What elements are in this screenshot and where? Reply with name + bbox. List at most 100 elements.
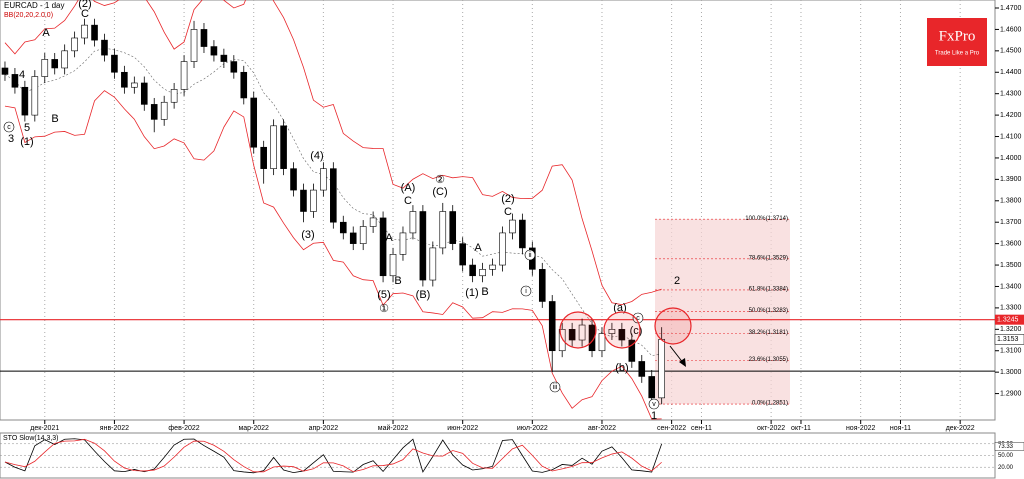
fibonacci-label: 38.2%(1.3181) <box>749 330 788 336</box>
candle-body <box>240 71 248 99</box>
wave-label: iii <box>553 384 558 391</box>
wave-label: c <box>7 124 11 131</box>
oscillator-value-tag <box>994 442 1024 451</box>
y-tick-label: 1.3000 <box>1000 369 1022 376</box>
y-tick-label: 1.4600 <box>1000 26 1022 33</box>
logo-brand: FxPro <box>939 28 976 44</box>
wave-label: (1) <box>20 136 33 148</box>
fibonacci-label: 50.0%(1.3283) <box>749 308 788 314</box>
y-tick-label: 1.4300 <box>1000 91 1022 98</box>
wave-label: C <box>81 8 89 20</box>
candle-body <box>598 333 606 352</box>
highlight-circle <box>559 311 597 349</box>
wave-circle <box>3 121 15 133</box>
candle-body <box>548 301 556 352</box>
candle-body <box>509 219 516 234</box>
wave-circle <box>524 249 536 261</box>
last-price-label: 1.3153 <box>997 336 1019 343</box>
y-tick-label: 1.3500 <box>1000 262 1022 269</box>
candle-body <box>608 329 616 334</box>
chart-title: EURCAD - 1 day <box>4 1 64 10</box>
candle-body <box>499 232 506 266</box>
candle-body <box>71 37 78 52</box>
candle-body <box>290 168 297 191</box>
wave-label: (3) <box>301 229 314 241</box>
wave-label: i <box>525 288 527 295</box>
bollinger-upper <box>4 0 662 306</box>
wave-label: (4) <box>310 150 323 162</box>
candle-body <box>489 264 496 270</box>
y-tick-label: 1.4200 <box>1000 112 1022 119</box>
resistance-label: 1.3245 <box>997 317 1019 324</box>
candle-body <box>91 24 98 41</box>
y-tick-label: 1.2900 <box>1000 390 1022 397</box>
candle-body <box>578 324 586 341</box>
candle-body <box>1 67 9 75</box>
x-tick-label: фев-2022 <box>168 425 199 432</box>
x-tick-label: мар-2022 <box>238 425 269 432</box>
oscillator-tick-label: 20.00 <box>998 465 1014 471</box>
resistance-tag <box>995 314 1024 325</box>
candle-body <box>538 269 546 302</box>
wave-label: 4 <box>19 69 25 81</box>
candle-body <box>101 39 108 56</box>
stochastic-k <box>4 438 663 474</box>
stochastic-d <box>4 438 662 473</box>
candle-body <box>449 211 457 244</box>
candle-body <box>409 211 417 234</box>
candle-body <box>150 104 158 120</box>
y-tick-label: 1.4400 <box>1000 69 1022 76</box>
wave-label: A <box>42 27 50 39</box>
last-price-tag <box>994 334 1024 345</box>
x-tick-label: янв-2022 <box>100 425 129 432</box>
wave-label: v <box>652 401 656 408</box>
wave-label: (C) <box>432 186 447 198</box>
wave-label: C <box>504 206 512 218</box>
candle-body <box>419 211 427 281</box>
candle-body <box>31 76 39 116</box>
candle-body <box>459 243 466 266</box>
candle-body <box>658 339 665 399</box>
candle-body <box>111 54 118 73</box>
candle-body <box>160 101 168 120</box>
candle-body <box>61 50 68 69</box>
candle-body <box>588 324 596 352</box>
candle-body <box>558 329 566 352</box>
highlight-circle <box>603 311 641 349</box>
candle-body <box>270 125 277 169</box>
wave-label: (a) <box>613 302 626 314</box>
wave-label: (1) <box>465 287 478 299</box>
candle-body <box>648 376 656 399</box>
candle-body <box>429 247 437 281</box>
wave-circle <box>549 381 561 393</box>
logo-tagline: Trade Like a Pro <box>935 51 980 57</box>
candle-body <box>250 97 258 148</box>
wave-label: ii <box>528 252 532 259</box>
highlight-circle <box>654 307 692 345</box>
candle-body <box>81 24 88 39</box>
candle-body <box>618 329 626 341</box>
candle-body <box>180 61 188 90</box>
candle-body <box>140 82 148 105</box>
wave-label: A <box>474 242 482 254</box>
candle-body <box>200 29 208 47</box>
wave-label: B <box>51 113 58 125</box>
candle-body <box>638 361 646 377</box>
candle-body <box>379 217 387 277</box>
candle-body <box>310 189 317 212</box>
x-tick-label: сен-11 <box>691 425 712 432</box>
candle-body <box>359 226 367 244</box>
y-tick-label: 1.3300 <box>1000 305 1022 312</box>
candle-body <box>628 339 636 362</box>
y-tick-label: 1.4000 <box>1000 155 1022 162</box>
candle-body <box>220 54 228 62</box>
candle-body <box>479 269 486 277</box>
wave-circle <box>520 285 532 297</box>
oscillator-tick-label: 50.00 <box>998 453 1014 459</box>
fibonacci-label: 100.0%(1.3714) <box>745 216 788 222</box>
wave-label: (2) <box>78 0 91 10</box>
candle-body <box>51 59 59 69</box>
wave-label: 3 <box>8 133 14 145</box>
logo-box <box>927 18 987 66</box>
